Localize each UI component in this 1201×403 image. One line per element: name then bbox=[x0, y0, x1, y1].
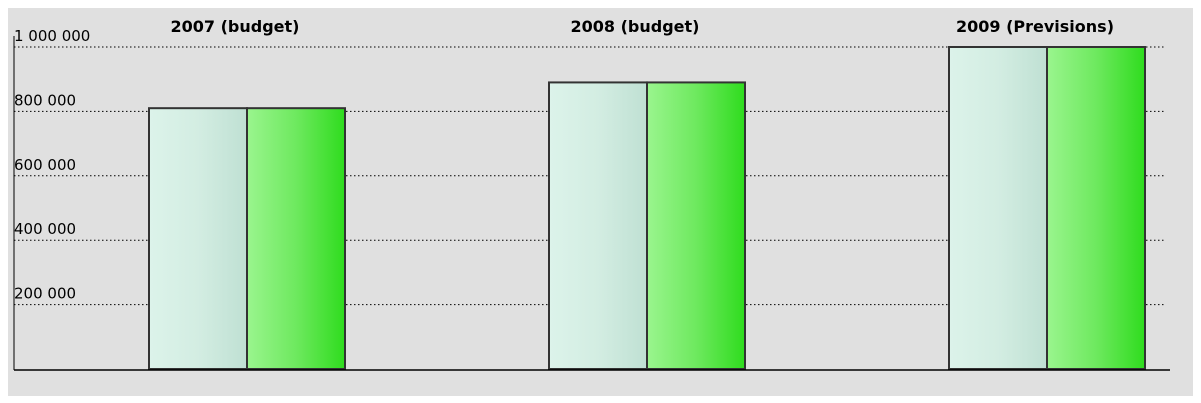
y-tick-label: 800 000 bbox=[14, 91, 76, 109]
y-tick-label: 400 000 bbox=[14, 220, 76, 238]
bars bbox=[148, 46, 1146, 371]
y-tick-label: 600 000 bbox=[14, 156, 76, 174]
bar bbox=[948, 46, 1048, 370]
category-label: 2007 (budget) bbox=[171, 17, 300, 36]
bar bbox=[1046, 46, 1146, 370]
axes bbox=[13, 36, 1170, 371]
category-label: 2008 (budget) bbox=[571, 17, 700, 36]
labels: 200 000 400 000 600 000 800 000 1 000 000 200… bbox=[14, 17, 1114, 303]
bar bbox=[148, 107, 248, 371]
y-tick-label: 200 000 bbox=[14, 285, 76, 303]
bar bbox=[246, 107, 346, 371]
y-tick-label: 1 000 000 bbox=[14, 27, 90, 45]
bar bbox=[548, 81, 648, 370]
bar bbox=[646, 81, 746, 370]
category-label: 2009 (Previsions) bbox=[956, 17, 1114, 36]
